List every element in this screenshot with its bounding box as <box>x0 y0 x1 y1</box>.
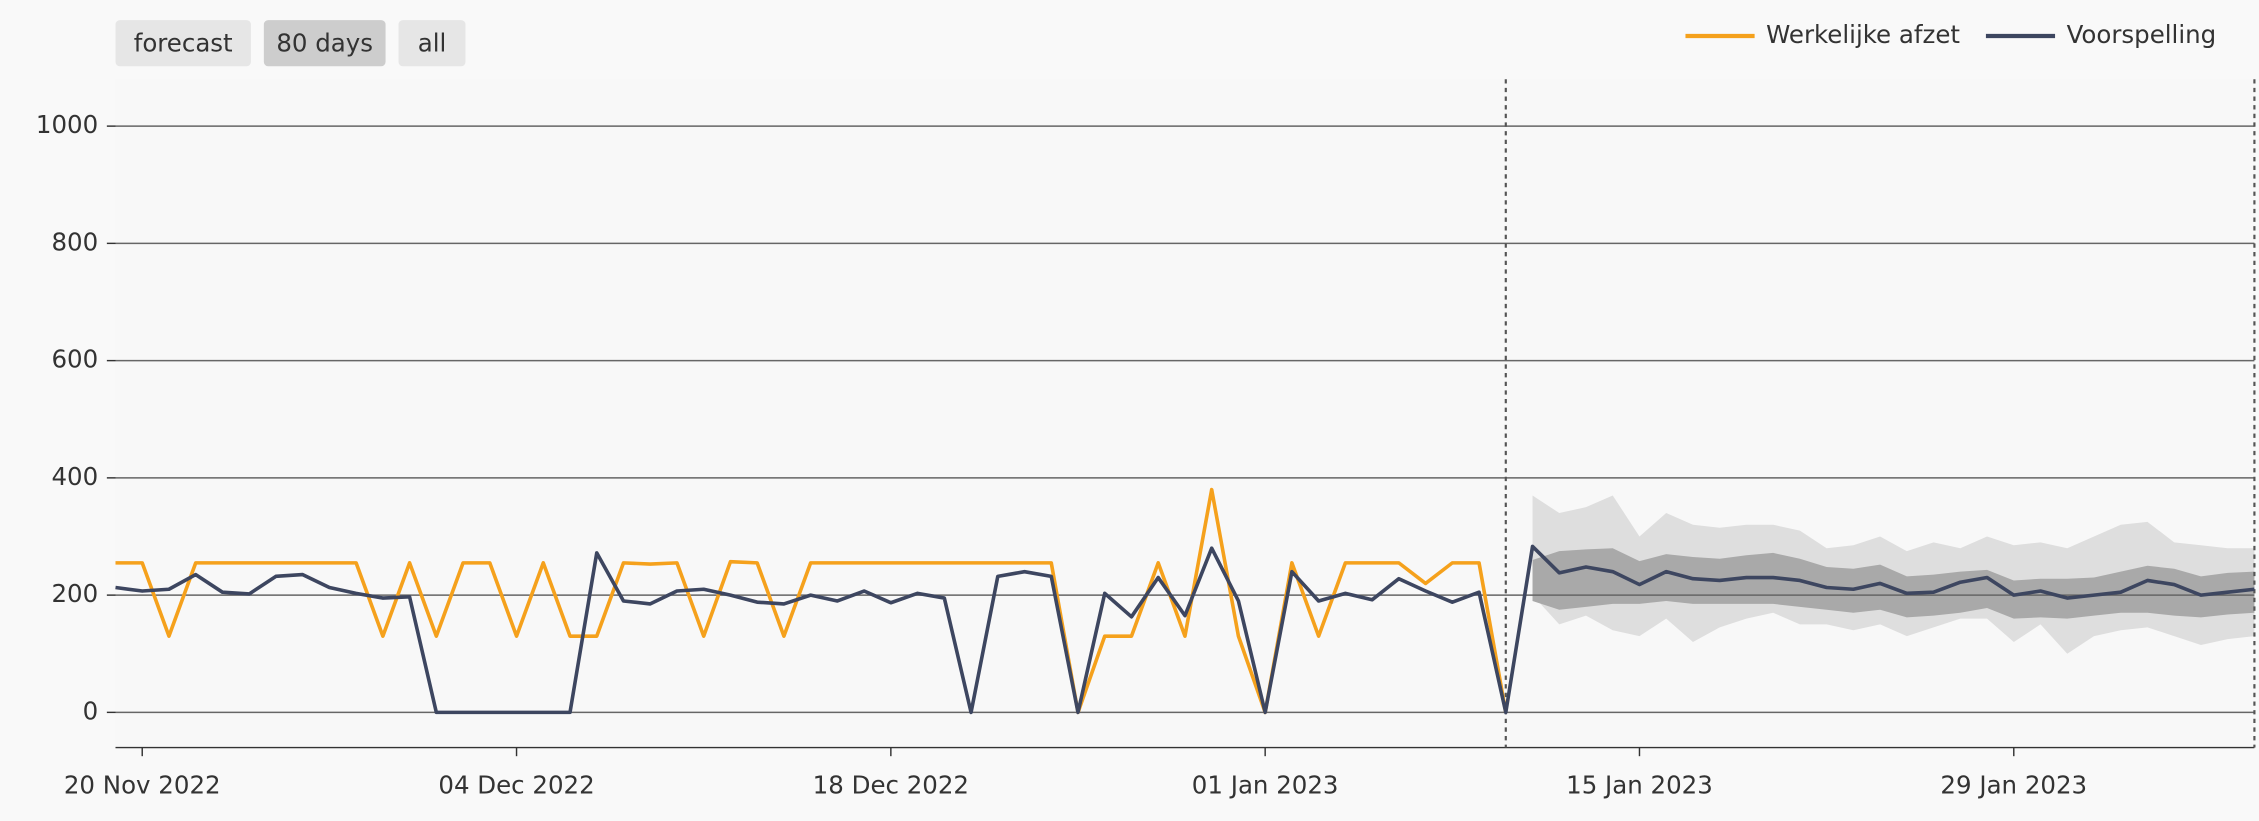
range-button[interactable]: forecast <box>115 20 251 67</box>
button-label[interactable]: forecast <box>134 29 233 58</box>
y-tick-label: 1000 <box>36 110 98 139</box>
x-tick-label: 15 Jan 2023 <box>1566 770 1713 799</box>
button-bg[interactable] <box>115 20 251 67</box>
button-bg[interactable] <box>263 20 386 67</box>
x-tick-label: 18 Dec 2022 <box>813 770 969 799</box>
y-tick-label: 600 <box>51 345 98 374</box>
x-tick-label: 01 Jan 2023 <box>1192 770 1339 799</box>
legend-label: Voorspelling <box>2067 20 2217 49</box>
range-button[interactable]: all <box>398 20 466 67</box>
y-tick-label: 200 <box>51 579 98 608</box>
x-tick-label: 04 Dec 2022 <box>438 770 594 799</box>
y-tick-label: 400 <box>51 462 98 491</box>
x-tick-label: 20 Nov 2022 <box>64 770 221 799</box>
button-bg[interactable] <box>398 20 466 67</box>
button-label[interactable]: all <box>418 29 447 58</box>
x-tick-label: 29 Jan 2023 <box>1940 770 2087 799</box>
y-tick-label: 0 <box>83 696 99 725</box>
button-label[interactable]: 80 days <box>276 29 373 58</box>
y-tick-label: 800 <box>51 227 98 256</box>
legend-label: Werkelijke afzet <box>1766 20 1960 49</box>
range-button[interactable]: 80 days <box>263 20 386 67</box>
series-line <box>115 544 2255 715</box>
plot-area <box>115 79 2255 748</box>
forecast-band <box>1532 548 2255 619</box>
